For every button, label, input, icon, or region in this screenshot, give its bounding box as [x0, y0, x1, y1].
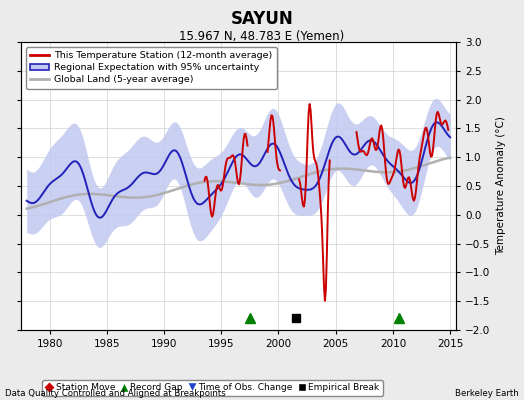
Text: Data Quality Controlled and Aligned at Breakpoints: Data Quality Controlled and Aligned at B… [5, 389, 226, 398]
Text: SAYUN: SAYUN [231, 10, 293, 28]
Text: 15.967 N, 48.783 E (Yemen): 15.967 N, 48.783 E (Yemen) [179, 30, 345, 43]
Y-axis label: Temperature Anomaly (°C): Temperature Anomaly (°C) [496, 116, 506, 256]
Text: Berkeley Earth: Berkeley Earth [455, 389, 519, 398]
Legend: Station Move, Record Gap, Time of Obs. Change, Empirical Break: Station Move, Record Gap, Time of Obs. C… [42, 380, 383, 396]
